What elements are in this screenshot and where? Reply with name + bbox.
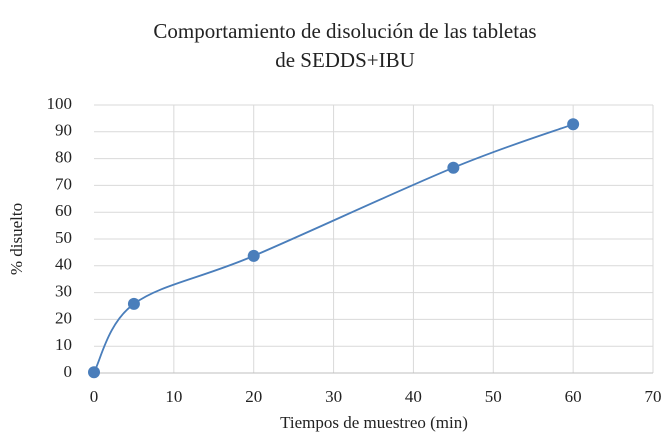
x-tick-label: 50	[485, 387, 502, 406]
data-point	[447, 161, 460, 174]
y-tick-label: 60	[55, 201, 72, 220]
x-tick-label: 0	[90, 387, 99, 406]
y-tick-label: 0	[64, 362, 73, 381]
x-tick-label: 40	[405, 387, 422, 406]
chart-title: Comportamiento de disolución de las tabl…	[153, 19, 536, 43]
y-tick-label: 100	[47, 94, 73, 113]
chart-title: de SEDDS+IBU	[275, 48, 415, 72]
x-axis-label: Tiempos de muestreo (min)	[280, 413, 468, 432]
x-tick-label: 10	[165, 387, 182, 406]
x-tick-label: 20	[245, 387, 262, 406]
y-tick-label: 30	[55, 282, 72, 301]
x-tick-label: 70	[645, 387, 662, 406]
y-tick-label: 80	[55, 148, 72, 167]
data-point	[127, 297, 140, 310]
y-tick-label: 90	[55, 121, 72, 140]
data-point	[247, 249, 260, 262]
x-tick-label: 60	[565, 387, 582, 406]
y-tick-label: 20	[55, 308, 72, 327]
y-tick-label: 40	[55, 255, 72, 274]
series-line	[93, 123, 574, 373]
data-point	[567, 118, 580, 131]
data-point	[88, 366, 100, 379]
y-tick-label: 50	[55, 228, 72, 247]
y-tick-label: 10	[55, 335, 72, 354]
y-axis-label: % disuelto	[7, 203, 26, 275]
y-tick-label: 70	[55, 174, 72, 193]
x-tick-label: 30	[325, 387, 342, 406]
